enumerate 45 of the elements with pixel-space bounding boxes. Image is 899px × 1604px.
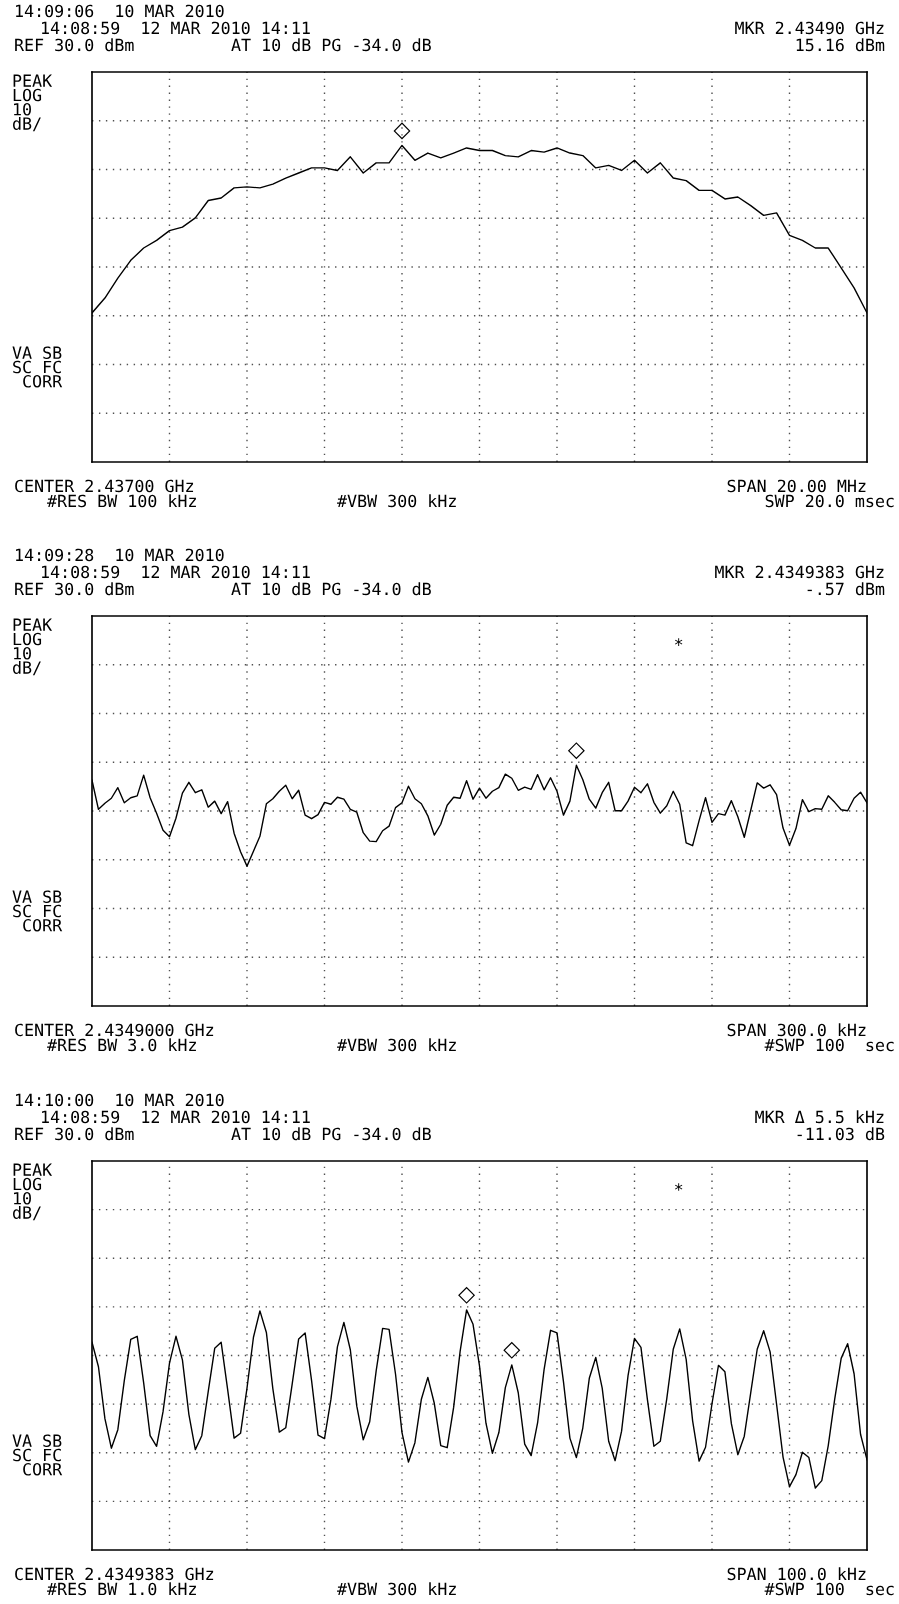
text: CENTER 2.4349000 GHz bbox=[15, 1023, 214, 1037]
text: SPAN 300.0 kHz bbox=[727, 1023, 866, 1037]
text: REF 30.0 dBm bbox=[15, 1127, 134, 1141]
text: MKR 2.4349383 GHz bbox=[715, 565, 884, 579]
text: #SWP 100 sec bbox=[764, 1038, 894, 1052]
text: VA SB SC FC CORR bbox=[12, 1434, 63, 1476]
text: * bbox=[675, 638, 683, 646]
text: CENTER 2.4349383 GHz bbox=[15, 1567, 214, 1581]
text: #RES BW 3.0 kHz bbox=[47, 1038, 196, 1052]
text: -11.03 dB bbox=[797, 1127, 885, 1141]
text: * bbox=[675, 1183, 683, 1191]
text: #RES BW 100 kHz bbox=[47, 494, 196, 508]
text: 14:08:59 12 MAR 2010 14:11 bbox=[42, 565, 310, 579]
annotation: ◇ bbox=[503, 1341, 521, 1359]
text: REF 30.0 dBm bbox=[15, 582, 134, 596]
text: #SWP 100 sec bbox=[764, 1582, 894, 1596]
text: 14:10:00 10 MAR 2010 bbox=[16, 1093, 224, 1107]
text: 14:08:59 12 MAR 2010 14:11 bbox=[42, 1110, 310, 1124]
text: MKR 2.43490 GHz bbox=[735, 21, 884, 35]
text: SPAN 20.00 MHz bbox=[727, 479, 866, 493]
text: VA SB SC FC CORR bbox=[12, 890, 63, 932]
text: 14:09:06 10 MAR 2010 bbox=[16, 4, 224, 18]
text: -.57 dBm bbox=[807, 582, 885, 596]
text: AT 10 dB PG -34.0 dB bbox=[231, 582, 431, 596]
text: 14:08:59 12 MAR 2010 14:11 bbox=[42, 21, 310, 35]
text: #VBW 300 kHz bbox=[337, 494, 456, 508]
text: AT 10 dB PG -34.0 dB bbox=[231, 38, 431, 52]
text: 15.16 dBm bbox=[796, 38, 885, 52]
text: #RES BW 1.0 kHz bbox=[47, 1582, 196, 1596]
text: 14:09:28 10 MAR 2010 bbox=[16, 548, 224, 562]
text: SPAN 100.0 kHz bbox=[727, 1567, 866, 1581]
text: VA SB SC FC CORR bbox=[12, 346, 63, 388]
text: PEAK LOG 10 dB/ bbox=[13, 74, 53, 132]
text: PEAK LOG 10 dB/ bbox=[13, 618, 53, 676]
text: CENTER 2.43700 GHz bbox=[15, 479, 194, 493]
text: #VBW 300 kHz bbox=[337, 1582, 456, 1596]
text: SWP 20.0 msec bbox=[765, 494, 894, 508]
text: MKR Δ 5.5 kHz bbox=[755, 1110, 884, 1124]
text: #VBW 300 kHz bbox=[337, 1038, 456, 1052]
annotation: ◇ bbox=[567, 742, 585, 760]
text: REF 30.0 dBm bbox=[15, 38, 134, 52]
annotation: ◇ bbox=[393, 122, 411, 140]
annotation: ◇ bbox=[458, 1286, 476, 1304]
text: PEAK LOG 10 dB/ bbox=[13, 1163, 53, 1221]
text: AT 10 dB PG -34.0 dB bbox=[231, 1127, 431, 1141]
